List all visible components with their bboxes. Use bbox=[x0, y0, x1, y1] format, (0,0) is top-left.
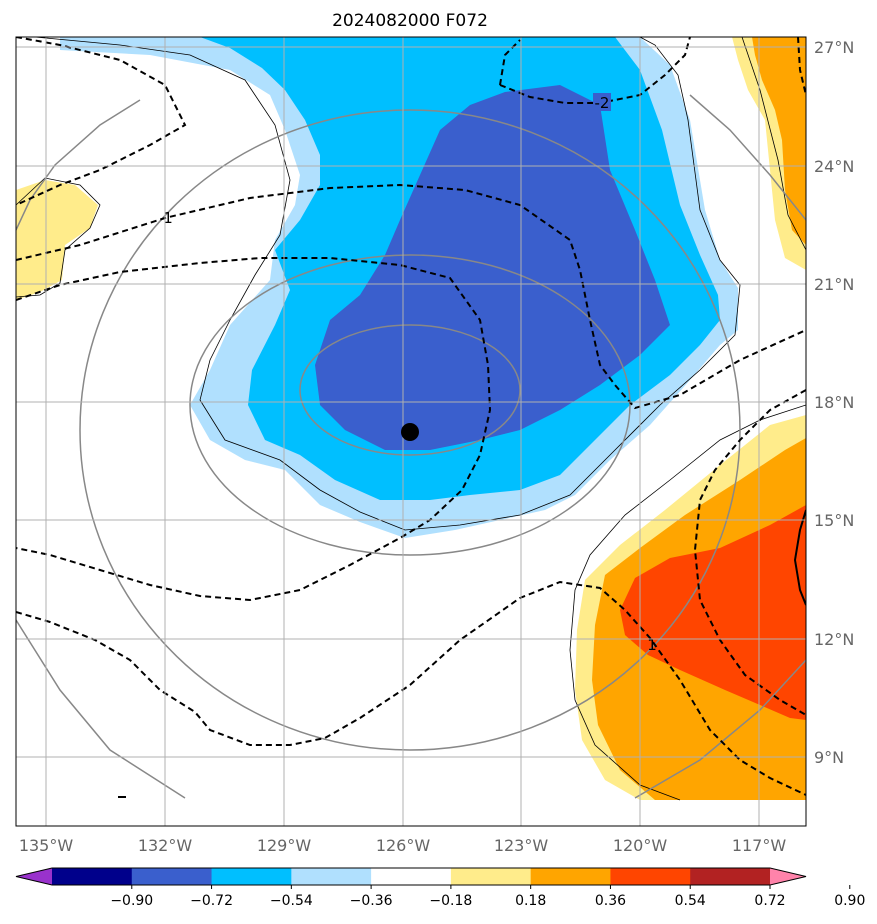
x-tick-label: 123°W bbox=[494, 836, 549, 855]
y-tick-label: 12°N bbox=[814, 630, 854, 649]
x-tick-label: 129°W bbox=[257, 836, 312, 855]
colorbar-tick-label: −0.36 bbox=[350, 893, 393, 909]
chart-title: 2024082000 F072 bbox=[332, 11, 488, 31]
negative-anomaly-core bbox=[315, 85, 670, 450]
outline-contours bbox=[16, 37, 806, 801]
storm-center-marker bbox=[401, 423, 419, 441]
colorbar: −0.90 −0.72 −0.54 −0.36 −0.18 0.18 0.36 0.54 0.7… bbox=[15, 867, 865, 909]
colorbar-segment bbox=[690, 868, 771, 885]
grid-lines bbox=[16, 37, 806, 826]
contour-label-minus2: -2 bbox=[595, 94, 610, 112]
x-tick-label: 117°W bbox=[732, 836, 787, 855]
colorbar-segment bbox=[610, 868, 691, 885]
y-tick-label: 24°N bbox=[814, 157, 854, 176]
colorbar-segment bbox=[530, 868, 611, 885]
y-tick-label: 15°N bbox=[814, 511, 854, 530]
y-tick-labels: 27°N 24°N 21°N 18°N 15°N 12°N 9°N bbox=[814, 38, 854, 767]
y-tick-label: 9°N bbox=[814, 748, 844, 767]
y-tick-label: 18°N bbox=[814, 393, 854, 412]
map-frame bbox=[15, 36, 807, 827]
colorbar-segment bbox=[211, 868, 292, 885]
colorbar-tick-label: 0.72 bbox=[754, 893, 785, 909]
x-tick-label: 126°W bbox=[376, 836, 431, 855]
dashed-contours bbox=[16, 37, 806, 796]
colorbar-segment bbox=[131, 868, 213, 885]
colorbar-outline bbox=[15, 867, 807, 886]
colorbar-extend-low bbox=[16, 868, 52, 885]
solid-contour-east bbox=[793, 509, 806, 606]
contour-label-1-west: 1 bbox=[163, 209, 173, 227]
colorbar-extend-high bbox=[770, 868, 806, 885]
colorbar-tick-label: 0.18 bbox=[515, 893, 546, 909]
x-tick-labels: 135°W 132°W 129°W 126°W 123°W 120°W 117°… bbox=[19, 836, 787, 855]
colorbar-tick-label: −0.90 bbox=[110, 893, 153, 909]
y-tick-label: 21°N bbox=[814, 275, 854, 294]
positive-anomaly-ne-inner bbox=[752, 37, 806, 245]
isobar-lines bbox=[16, 94, 806, 799]
colorbar-tick-label: −0.72 bbox=[190, 893, 233, 909]
y-tick-label: 27°N bbox=[814, 38, 854, 57]
colorbar-segment bbox=[450, 868, 532, 885]
colorbar-tick-label: −0.18 bbox=[429, 893, 472, 909]
x-tick-label: 135°W bbox=[19, 836, 74, 855]
colorbar-tick-label: 0.36 bbox=[595, 893, 626, 909]
map-area: -2 1 1 bbox=[16, 37, 806, 826]
x-tick-label: 132°W bbox=[138, 836, 193, 855]
positive-anomaly-west bbox=[16, 180, 98, 300]
colorbar-tick-label: 0.90 bbox=[834, 893, 865, 909]
x-tick-label: 120°W bbox=[613, 836, 668, 855]
colorbar-segment bbox=[291, 868, 372, 885]
colorbar-segment bbox=[52, 868, 133, 885]
colorbar-tick-label: −0.54 bbox=[270, 893, 313, 909]
colorbar-tick-label: 0.54 bbox=[675, 893, 706, 909]
colorbar-segment bbox=[371, 868, 452, 885]
contour-label-1-east: 1 bbox=[647, 636, 657, 654]
